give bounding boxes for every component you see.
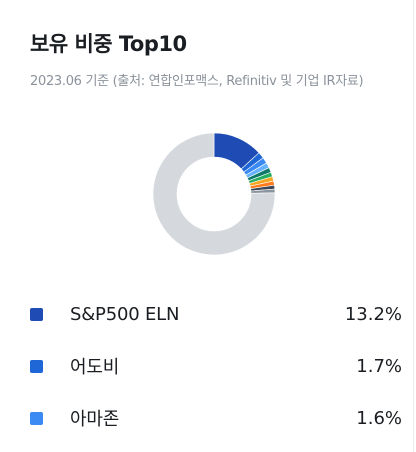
- legend-value: 1.6%: [356, 407, 402, 429]
- legend-value: 1.7%: [356, 355, 402, 377]
- legend-item-sp500-eln: S&P500 ELN 13.2%: [30, 288, 402, 340]
- holdings-donut-chart: [152, 132, 276, 256]
- legend: S&P500 ELN 13.2% 어도비 1.7% 아마존 1.6%: [30, 288, 402, 444]
- source-note: 2023.06 기준 (출처: 연합인포맥스, Refinitiv 및 기업 I…: [30, 74, 364, 89]
- legend-label: 아마존: [70, 409, 120, 430]
- legend-item-amazon: 아마존 1.6%: [30, 392, 402, 444]
- donut-slice-10: [152, 132, 276, 256]
- legend-value: 13.2%: [344, 303, 402, 325]
- legend-swatch: [30, 411, 43, 425]
- legend-label: 어도비: [70, 357, 120, 378]
- card-title: 보유 비중 Top10: [30, 32, 187, 56]
- legend-swatch: [30, 359, 43, 373]
- legend-item-adobe: 어도비 1.7%: [30, 340, 402, 392]
- legend-swatch: [30, 307, 43, 321]
- legend-label: S&P500 ELN: [70, 303, 180, 325]
